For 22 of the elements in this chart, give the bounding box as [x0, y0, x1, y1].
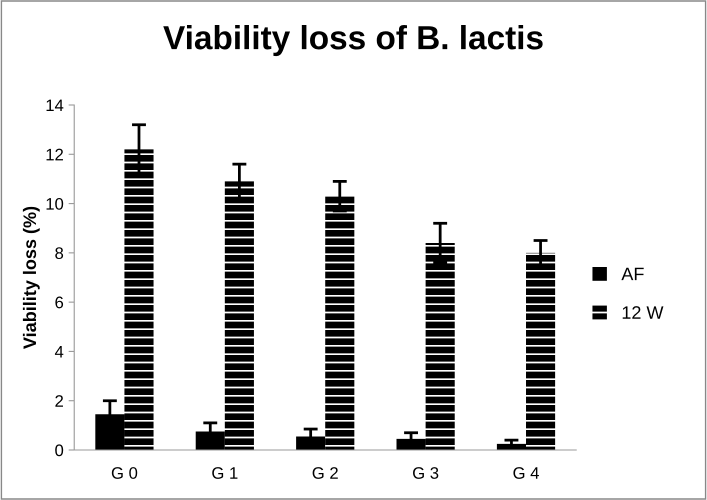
y-tick-label: 12 [46, 148, 63, 160]
y-tick-label: 10 [46, 198, 64, 210]
y-tick-label: 8 [55, 247, 64, 260]
chart-title: Viability loss of B. lactis [163, 25, 543, 56]
y-tick-label: 2 [55, 395, 63, 407]
x-tick-label: G 0 [112, 467, 138, 479]
x-tick-label: G 1 [212, 467, 238, 479]
bar [124, 149, 154, 450]
x-tick-label: G 2 [312, 467, 338, 479]
y-axis-title: Viability loss (%) [22, 206, 40, 349]
bar [325, 196, 354, 450]
bar [426, 243, 455, 450]
y-tick-label: 6 [55, 296, 64, 308]
y-tick-label: 0 [55, 444, 64, 456]
y-tick-label: 14 [46, 100, 64, 112]
y-tick-label: 4 [54, 346, 64, 358]
bar [526, 252, 556, 450]
x-tick-label: G 3 [413, 467, 438, 479]
bar [224, 181, 254, 450]
legend-label: 12 W [622, 306, 664, 319]
legend-label: AF [621, 268, 644, 280]
x-tick-label: G 4 [513, 467, 539, 479]
